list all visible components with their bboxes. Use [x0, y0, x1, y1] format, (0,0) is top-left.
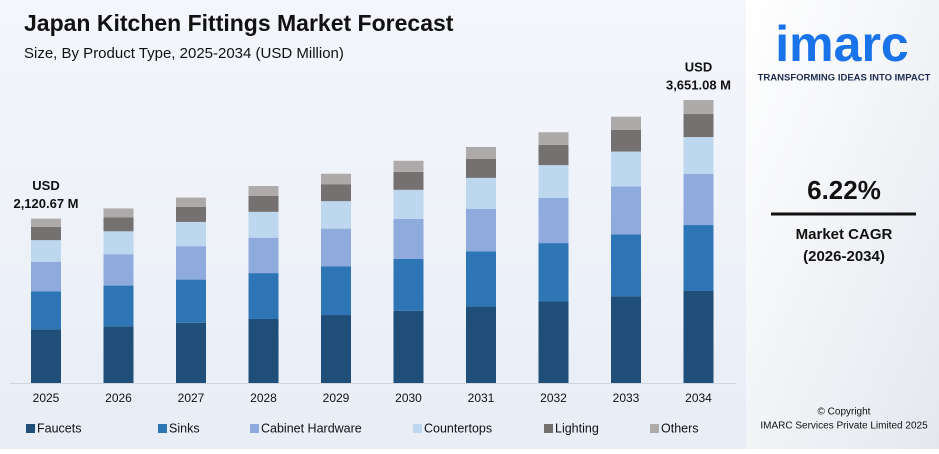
bar-segment [683, 100, 714, 115]
bar-segment [538, 144, 569, 166]
x-tick-label: 2028 [250, 391, 277, 405]
total-annotation: USD [685, 59, 712, 74]
x-tick-label: 2034 [685, 391, 712, 405]
bar-segment [103, 254, 134, 286]
x-tick-label: 2031 [468, 391, 495, 405]
bar-segment [321, 228, 351, 267]
bar-segment [248, 195, 279, 212]
x-tick-label: 2032 [540, 391, 567, 405]
bar-segment [611, 296, 641, 383]
bar-segment [321, 315, 351, 383]
bar-segment [393, 171, 424, 190]
x-tick-label: 2025 [33, 391, 60, 405]
bar-segment [611, 234, 641, 297]
total-annotation: 3,651.08 M [666, 77, 731, 92]
bar-segment [466, 146, 496, 159]
bar-segment [538, 243, 569, 302]
bar-segment [466, 177, 496, 209]
legend-label: Countertops [424, 421, 492, 435]
bar-segment [321, 173, 351, 185]
legend-swatch [158, 424, 167, 433]
bar-segment [248, 318, 279, 383]
bar-segment [31, 226, 61, 241]
bar-segment [538, 132, 569, 145]
x-tick-label: 2033 [613, 391, 640, 405]
cagr-period: (2026-2034) [803, 248, 885, 265]
bar-segment [466, 208, 496, 252]
bar-segment [683, 225, 714, 291]
bar-segment [466, 158, 496, 178]
bar-segment [176, 197, 206, 207]
bar-segment [248, 211, 279, 238]
bar-segment [321, 184, 351, 202]
copyright: © Copyright [818, 407, 871, 418]
x-tick-label: 2026 [105, 391, 132, 405]
bar-segment [248, 273, 279, 319]
legend-label: Sinks [169, 421, 200, 435]
bar-segment [103, 326, 134, 383]
bar-segment [176, 206, 206, 222]
bar-segment [393, 189, 424, 219]
bar-segment [466, 251, 496, 307]
bar-segment [538, 197, 569, 244]
legend-label: Lighting [555, 421, 599, 435]
chart-subtitle: Size, By Product Type, 2025-2034 (USD Mi… [24, 45, 344, 62]
bar-segment [538, 301, 569, 383]
legend-swatch [413, 424, 422, 433]
bar-segment [683, 137, 714, 175]
tagline: TRANSFORMING IDEAS INTO IMPACT [758, 73, 931, 84]
bar-segment [611, 129, 641, 152]
bar-segment [321, 201, 351, 229]
bar-segment [176, 322, 206, 383]
x-tick-label: 2030 [395, 391, 422, 405]
bar-segment [248, 237, 279, 274]
bar-segment [683, 114, 714, 138]
legend-label: Faucets [37, 421, 81, 435]
bar-segment [611, 151, 641, 187]
cagr-label: Market CAGR [796, 226, 893, 243]
bar-segment [683, 290, 714, 383]
bar-segment [103, 208, 134, 218]
legend-label: Others [661, 421, 699, 435]
bar-segment [683, 174, 714, 226]
bar-segment [393, 160, 424, 172]
bar-segment [466, 306, 496, 383]
bar-segment [611, 186, 641, 235]
legend-swatch [250, 424, 259, 433]
bar-segment [248, 186, 279, 196]
bar-segment [393, 310, 424, 383]
bar-segment [393, 218, 424, 259]
legend-label: Cabinet Hardware [261, 421, 362, 435]
bar-segment [176, 279, 206, 323]
bar-segment [538, 165, 569, 198]
legend-swatch [544, 424, 553, 433]
bar-segment [103, 231, 134, 255]
side-panel [746, 0, 939, 449]
bar-segment [31, 291, 61, 330]
bar-segment [31, 261, 61, 292]
chart-title: Japan Kitchen Fittings Market Forecast [24, 10, 454, 36]
logo: imarc [775, 16, 908, 72]
total-annotation: USD [32, 178, 59, 193]
bar-segment [611, 116, 641, 130]
bar-segment [176, 246, 206, 280]
total-annotation: 2,120.67 M [13, 196, 78, 211]
bar-segment [321, 266, 351, 316]
bar-segment [103, 285, 134, 327]
bar-segment [31, 329, 61, 383]
bar-segment [176, 221, 206, 247]
bar-segment [393, 258, 424, 311]
legend-swatch [650, 424, 659, 433]
legend-swatch [26, 424, 35, 433]
bar-segment [31, 218, 61, 227]
x-tick-label: 2027 [178, 391, 205, 405]
bar-segment [103, 217, 134, 232]
company: IMARC Services Private Limited 2025 [760, 421, 928, 432]
bar-segment [31, 240, 61, 262]
cagr-value: 6.22% [807, 175, 881, 205]
x-tick-label: 2029 [323, 391, 350, 405]
